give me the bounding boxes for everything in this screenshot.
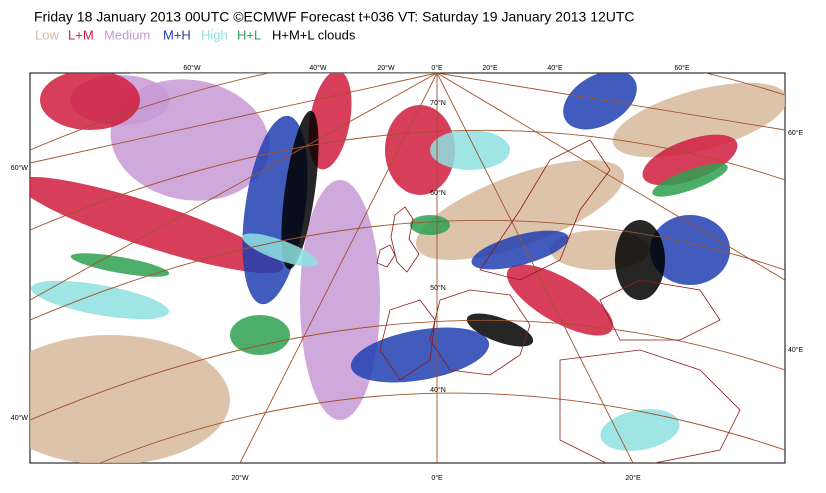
graticule-label: 60°N xyxy=(430,189,446,197)
graticule-label: 60°E xyxy=(788,129,804,137)
cloud-patch xyxy=(308,73,352,170)
cloud-patch xyxy=(300,180,380,420)
cloud-patch xyxy=(70,253,170,277)
cloud-patch xyxy=(30,335,230,463)
title: Friday 18 January 2013 00UTC ©ECMWF Fore… xyxy=(34,9,635,25)
cloud-patch xyxy=(430,130,510,170)
legend-item: M+H xyxy=(163,27,191,42)
graticule-label: 20°E xyxy=(482,64,498,72)
cloud-patch xyxy=(471,230,569,270)
cloud-patch xyxy=(615,220,665,300)
cloud-patch xyxy=(600,409,680,451)
graticule-label: 20°W xyxy=(231,474,249,482)
graticule-label: 70°N xyxy=(430,99,446,107)
legend-item: H+M+L clouds xyxy=(272,27,356,42)
cloud-patch xyxy=(230,315,290,355)
cloud-patch xyxy=(30,176,284,274)
legend-item: H+L xyxy=(237,27,261,42)
legend-item: L+M xyxy=(68,27,94,42)
legend-item: High xyxy=(201,27,228,42)
cloud-layer xyxy=(30,73,785,463)
graticule-label: 60°W xyxy=(183,64,201,72)
graticule-label: 40°W xyxy=(11,414,29,422)
cloud-patch xyxy=(385,105,455,195)
coastlines xyxy=(376,139,741,463)
graticule-label: 40°E xyxy=(788,346,804,354)
graticule-label: 20°E xyxy=(625,474,641,482)
graticule-label: 60°W xyxy=(11,164,29,172)
cloud-patch xyxy=(506,264,614,336)
graticule-labels: 60°W 40°W 20°W 0°E 20°E 40°E 60°E 60°W 40°W 60°E 4… xyxy=(11,64,804,482)
cloud-patch xyxy=(40,73,140,130)
cloud-patch xyxy=(466,313,534,347)
graticule-label: 20°W xyxy=(377,64,395,72)
cloud-patch xyxy=(242,233,318,267)
cloud-patch xyxy=(612,82,785,158)
graticule-label: 0°E xyxy=(431,474,443,482)
cloud-patch xyxy=(31,280,169,320)
cloud-patch xyxy=(642,134,738,186)
graticule-label: 50°N xyxy=(430,284,446,292)
graticule-label: 40°W xyxy=(309,64,327,72)
graticule-label: 60°E xyxy=(674,64,690,72)
legend-item: Low xyxy=(35,27,59,42)
cloud-patch xyxy=(350,327,490,383)
graticule xyxy=(30,73,785,463)
cloud-patch xyxy=(650,215,730,285)
cloud-patch xyxy=(410,215,450,235)
legend-item: Medium xyxy=(104,27,150,42)
graticule-label: 40°E xyxy=(547,64,563,72)
cloud-patch xyxy=(281,110,319,270)
graticule-label: 0°E xyxy=(431,64,443,72)
graticule-label: 40°N xyxy=(430,386,446,394)
cloud-patch xyxy=(652,163,728,197)
